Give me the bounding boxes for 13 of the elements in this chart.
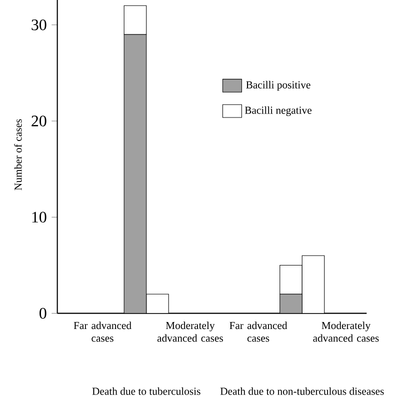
x-tick-label: Far advanced cases — [74, 322, 132, 342]
text: Death due to non-tuberculous diseases — [220, 387, 384, 395]
text: Death due to tuberculosis — [92, 387, 200, 395]
y-axis-title: Number of cases — [14, 119, 22, 190]
y-tick-label: 30 — [32, 19, 46, 30]
x-tick-label: Far advanced cases — [230, 322, 288, 342]
y-tick-label: 0 — [40, 308, 46, 319]
x-tick-label: Moderately advanced cases — [157, 322, 223, 342]
y-tick-label: 20 — [32, 116, 46, 126]
x-tick-label: Moderately advanced cases — [313, 322, 379, 342]
legend-label: Bacilli positive — [246, 80, 310, 91]
legend-label: Bacilli negative — [244, 106, 312, 116]
y-tick-label: 10 — [32, 212, 46, 223]
